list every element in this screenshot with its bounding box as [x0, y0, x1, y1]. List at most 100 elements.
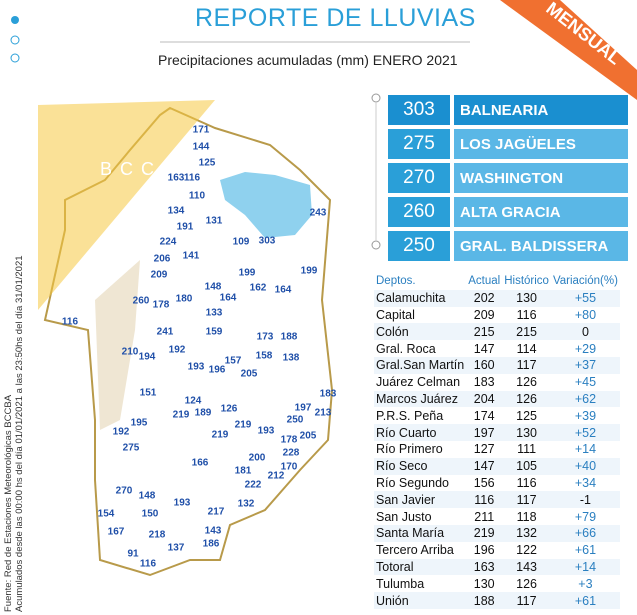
station-value: 196: [209, 365, 226, 376]
station-value: 159: [206, 327, 223, 338]
station-value: 164: [220, 293, 237, 304]
table-cell: 211: [474, 509, 495, 524]
table-cell: +40: [550, 457, 620, 475]
table-row: Tulumba 130 126 +3: [374, 575, 620, 592]
station-value: 157: [225, 356, 242, 367]
table-cell: 196: [473, 543, 495, 558]
table-cell: +61: [574, 543, 597, 558]
table-cell: Río Seco: [374, 457, 467, 475]
table-row: Río Seco 147 105 +40: [374, 457, 620, 475]
table-cell: -1: [550, 491, 620, 509]
station-value: 166: [192, 458, 209, 469]
subtitle: Precipitaciones acumuladas (mm) ENERO 20…: [158, 52, 458, 68]
station-value: 134: [168, 206, 185, 217]
table-cell: +52: [550, 424, 620, 441]
table-cell: 130: [502, 424, 551, 441]
station-value: 205: [241, 369, 258, 380]
table-row: Totoral 163 143 +14: [374, 558, 620, 576]
table-cell: 202: [466, 289, 503, 307]
station-value: 124: [185, 396, 202, 407]
station-value: 189: [195, 408, 212, 419]
table-cell: 105: [502, 457, 551, 475]
station-value: 193: [188, 362, 205, 373]
station-value: 148: [139, 491, 156, 502]
station-value: 138: [283, 353, 300, 364]
table-row: P.R.S. Peña 174 125 +39: [374, 407, 620, 424]
table-cell: +37: [550, 356, 620, 374]
table-row: Río Cuarto 197 130 +52: [374, 424, 620, 441]
table-cell: Capital: [376, 307, 415, 322]
station-value: 170: [281, 462, 298, 473]
table-cell: 127: [473, 442, 495, 457]
station-value: 180: [176, 294, 193, 305]
table-cell: 160: [466, 356, 503, 374]
table-cell: Río Segundo: [376, 475, 449, 490]
table-cell: 143: [502, 558, 551, 576]
table-cell: 215: [466, 323, 503, 341]
table-row: Juárez Celman 183 126 +45: [374, 374, 620, 391]
station-value: 178: [281, 435, 298, 446]
period: Acumulados desde las 00:00 hs del día 01…: [14, 255, 25, 612]
table-cell: 147: [473, 341, 495, 356]
table-cell: 147: [466, 457, 503, 475]
station-value: 131: [206, 216, 223, 227]
station-value: 195: [131, 418, 148, 429]
table-cell: 118: [516, 509, 537, 524]
table-cell: 117: [502, 356, 551, 374]
table-cell: +39: [574, 408, 597, 423]
ranking-value: 303: [388, 95, 450, 125]
table-cell: 117: [502, 592, 551, 609]
station-value: 193: [258, 426, 275, 437]
station-value: 178: [153, 300, 170, 311]
station-value: 143: [205, 526, 222, 537]
station-value: 199: [301, 266, 318, 277]
ranking-name: LOS JAGÜELES: [454, 129, 628, 159]
ranking-name: BALNEARIA: [454, 95, 628, 125]
station-value: 132: [238, 499, 255, 510]
table-cell: 126: [516, 576, 537, 591]
table-cell: P.R.S. Peña: [376, 408, 444, 423]
table-cell: San Javier: [374, 491, 467, 509]
station-value: 217: [208, 507, 225, 518]
ranking-value: 250: [388, 231, 450, 261]
table-cell: 116: [516, 307, 537, 322]
ranking-row: 250 GRAL. BALDISSERA: [388, 231, 628, 261]
station-value: 303: [259, 236, 276, 247]
table-cell: Gral.San Martín: [374, 356, 467, 374]
lake: [220, 172, 312, 238]
table-cell: 215: [502, 323, 551, 341]
table-cell: Tulumba: [376, 576, 425, 591]
station-value: 219: [173, 410, 190, 421]
table-cell: Marcos Juárez: [374, 390, 467, 408]
table-cell: 174: [473, 408, 495, 423]
table-cell: 111: [517, 442, 537, 457]
station-value: 219: [235, 420, 252, 431]
table-cell: 126: [516, 375, 537, 390]
table-cell: Gral. Roca: [376, 341, 436, 356]
station-value: 200: [249, 453, 266, 464]
ranking-name: WASHINGTON: [454, 163, 628, 193]
station-value: 228: [283, 448, 300, 459]
station-value: 194: [139, 352, 156, 363]
station-value: 116: [140, 559, 157, 570]
station-value: 110: [189, 191, 206, 202]
table-cell: 209: [473, 307, 495, 322]
station-value: 218: [149, 530, 166, 541]
table-cell: +66: [550, 524, 620, 542]
table-cell: 116: [516, 475, 537, 490]
station-value: 197: [295, 403, 312, 414]
table-cell: Totoral: [374, 558, 467, 576]
table-cell: +45: [574, 375, 597, 390]
station-value: 199: [239, 268, 256, 279]
footnote: Fuente: Red de Estaciones Meteorológicas…: [3, 255, 25, 612]
station-value: 171: [193, 125, 210, 136]
station-value: 250: [287, 415, 304, 426]
station-value: 192: [113, 427, 130, 438]
station-value: 222: [245, 480, 262, 491]
ranking-row: 260 ALTA GRACIA: [388, 197, 628, 227]
column-header: Histórico: [504, 275, 549, 288]
column-header: Actual: [468, 275, 501, 288]
table-cell: 0: [550, 323, 620, 341]
logo-overlay: [38, 100, 215, 310]
station-value: 91: [127, 549, 139, 560]
